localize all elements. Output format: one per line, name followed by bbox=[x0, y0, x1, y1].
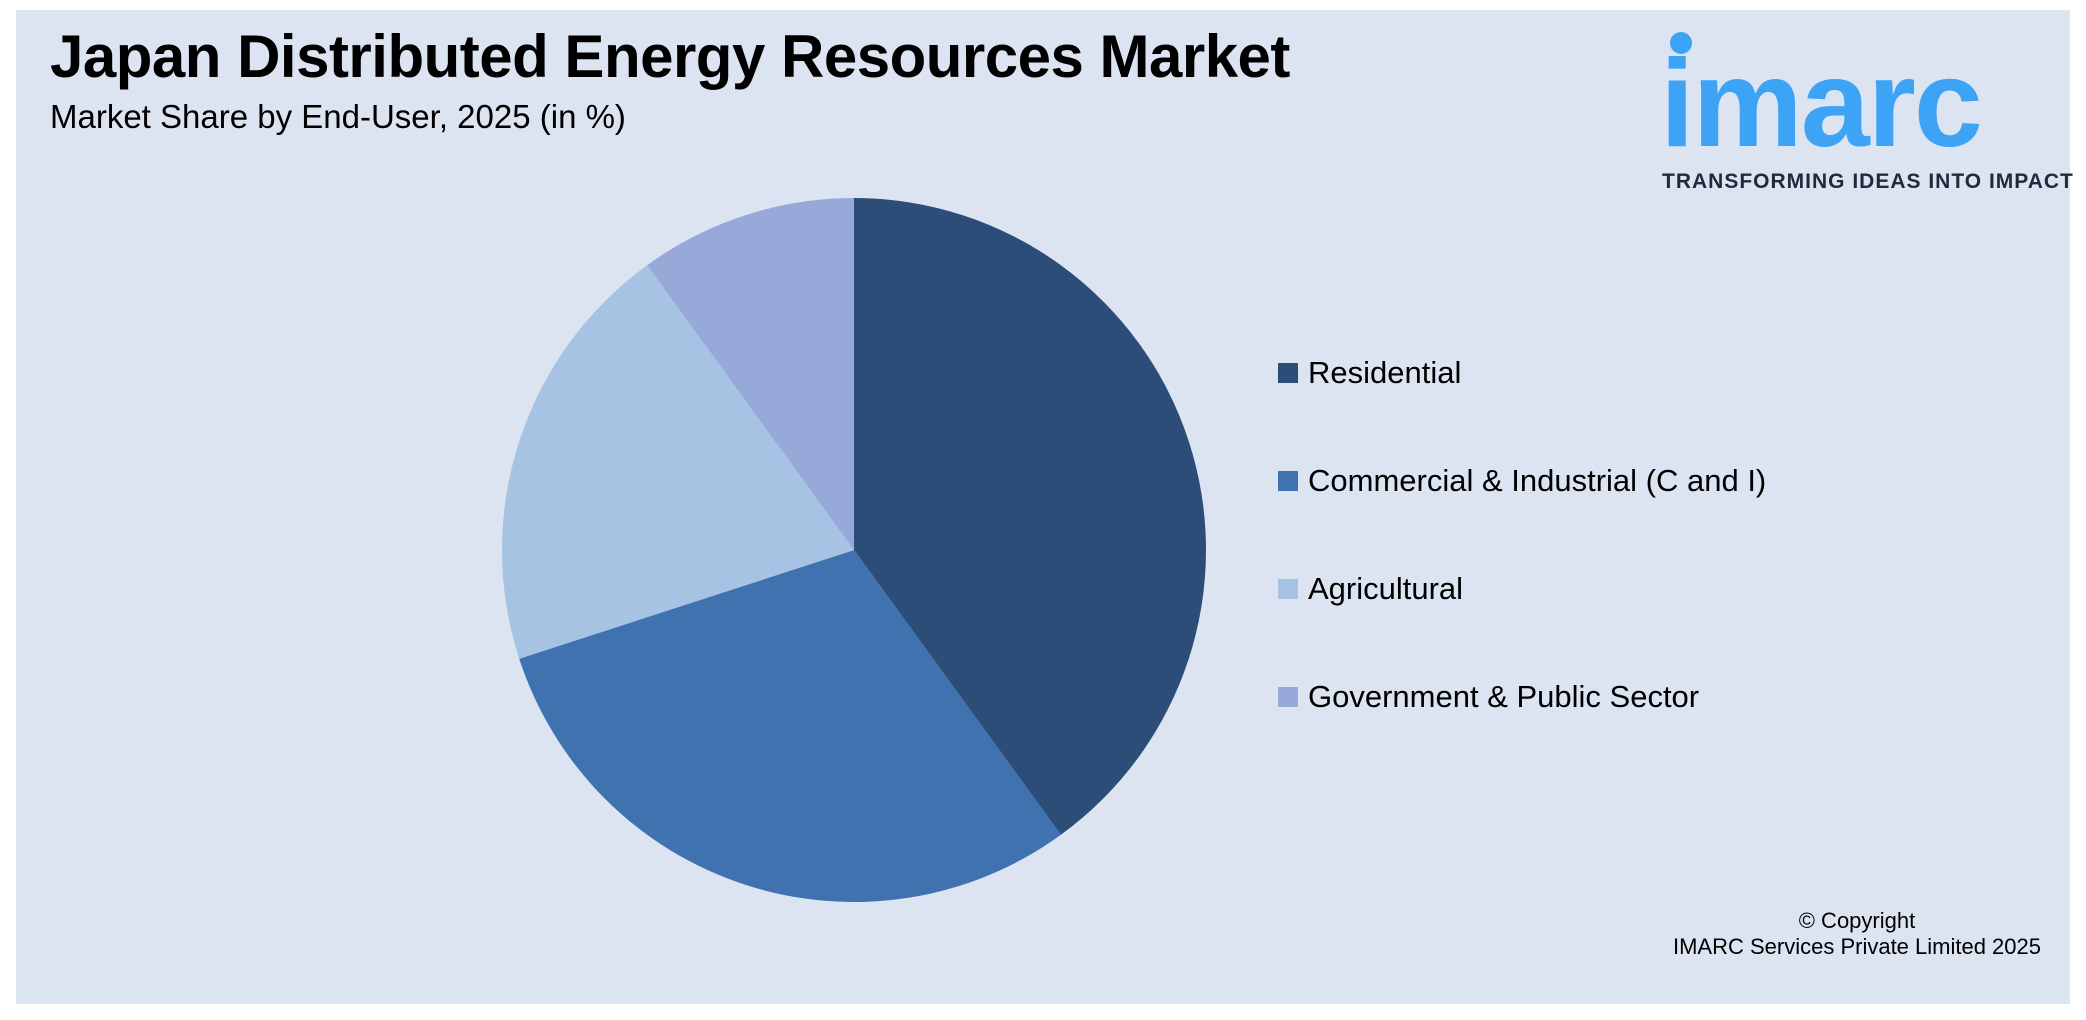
legend-label: Commercial & Industrial (C and I) bbox=[1308, 463, 1767, 498]
legend-label: Residential bbox=[1308, 355, 1462, 390]
legend-swatch bbox=[1278, 687, 1298, 707]
pie-slice-residential bbox=[854, 198, 1207, 835]
legend-item: Commercial & Industrial (C and I) bbox=[1278, 463, 1766, 499]
pie-slice-government-public-sector bbox=[647, 198, 854, 550]
pie-slice-agricultural bbox=[501, 265, 854, 659]
legend-swatch bbox=[1278, 471, 1298, 491]
legend-swatch bbox=[1278, 363, 1298, 383]
legend-item: Agricultural bbox=[1278, 571, 1463, 607]
pie-slice-commercial-industrial-c-and-i bbox=[519, 550, 1061, 902]
legend-item: Residential bbox=[1278, 355, 1461, 391]
legend-item: Government & Public Sector bbox=[1278, 679, 1699, 715]
legend-label: Agricultural bbox=[1308, 571, 1464, 606]
chart-subtitle: Market Share by End-User, 2025 (in %) bbox=[50, 98, 626, 135]
legend-label: Government & Public Sector bbox=[1308, 679, 1700, 714]
logo-dot-icon bbox=[1670, 32, 1692, 54]
copyright-line: © Copyright bbox=[1798, 908, 1916, 933]
copyright-owner: IMARC Services Private Limited 2025 bbox=[1672, 934, 2041, 959]
logo-wordmark: imarc bbox=[1660, 35, 1983, 173]
imarc-logo: imarc TRANSFORMING IDEAS INTO IMPACT bbox=[1640, 22, 2073, 202]
chart-title: Japan Distributed Energy Resources Marke… bbox=[50, 23, 1290, 90]
copyright-notice: © Copyright IMARC Services Private Limit… bbox=[1673, 908, 2041, 960]
logo-tagline: TRANSFORMING IDEAS INTO IMPACT bbox=[1662, 170, 2074, 193]
legend-swatch bbox=[1278, 579, 1298, 599]
